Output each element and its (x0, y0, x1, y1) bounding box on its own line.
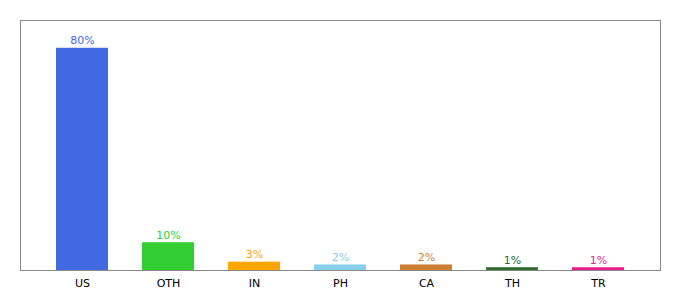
svg-text:OTH: OTH (157, 277, 181, 290)
svg-text:80%: 80% (70, 34, 94, 47)
svg-text:CA: CA (419, 277, 435, 290)
svg-text:10%: 10% (156, 229, 180, 242)
svg-text:2%: 2% (418, 251, 435, 264)
svg-text:2%: 2% (332, 251, 349, 264)
svg-text:3%: 3% (246, 248, 263, 261)
svg-text:1%: 1% (504, 254, 521, 267)
svg-text:IN: IN (249, 277, 260, 290)
svg-text:1%: 1% (590, 254, 607, 267)
svg-text:PH: PH (333, 277, 348, 290)
svg-text:TH: TH (504, 277, 520, 290)
svg-text:TR: TR (590, 277, 606, 290)
svg-text:US: US (75, 277, 90, 290)
